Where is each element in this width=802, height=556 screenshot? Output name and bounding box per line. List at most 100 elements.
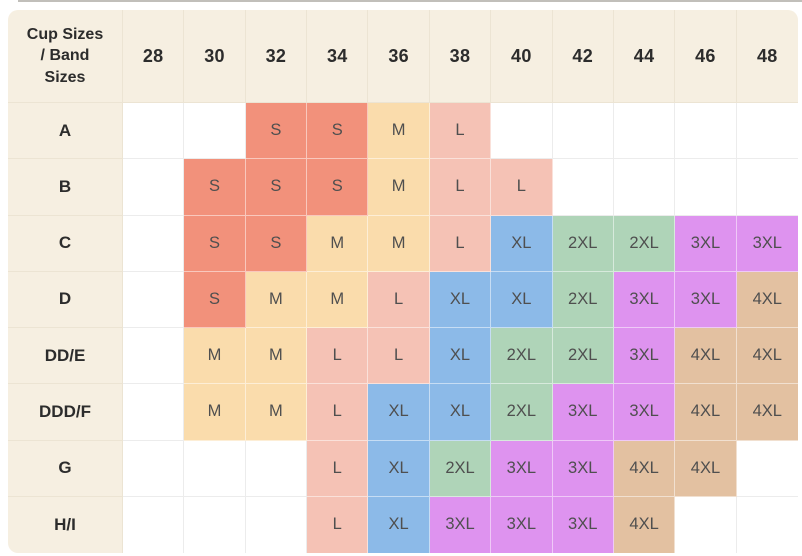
size-cell-DD/E-42: 2XL bbox=[552, 328, 614, 385]
size-cell-A-34: S bbox=[307, 103, 369, 160]
size-cell-G-32 bbox=[245, 440, 308, 497]
size-cell-G-36: XL bbox=[368, 440, 430, 497]
size-cell-DDD/F-30: M bbox=[184, 384, 246, 441]
size-cell-DD/E-40: 2XL bbox=[491, 328, 553, 385]
size-cell-D-48: 4XL bbox=[736, 271, 798, 328]
size-cell-DD/E-32: M bbox=[245, 328, 308, 385]
size-cell-DDD/F-38: XL bbox=[429, 384, 492, 441]
band-size-header-42: 42 bbox=[552, 10, 614, 103]
size-cell-D-42: 2XL bbox=[552, 271, 614, 328]
size-cell-DD/E-46: 4XL bbox=[675, 328, 737, 385]
size-cell-H/I-30 bbox=[184, 496, 246, 553]
size-cell-B-46 bbox=[675, 159, 737, 216]
size-cell-DDD/F-28 bbox=[123, 384, 185, 441]
size-cell-H/I-38: 3XL bbox=[429, 496, 492, 553]
size-cell-A-44 bbox=[613, 103, 676, 160]
band-size-header-28: 28 bbox=[123, 10, 185, 103]
size-cell-DDD/F-36: XL bbox=[368, 384, 430, 441]
size-cell-C-30: S bbox=[184, 215, 246, 272]
size-cell-C-40: XL bbox=[491, 215, 553, 272]
size-cell-DD/E-30: M bbox=[184, 328, 246, 385]
size-cell-DDD/F-32: M bbox=[245, 384, 308, 441]
size-cell-H/I-46 bbox=[675, 496, 737, 553]
size-cell-D-44: 3XL bbox=[613, 271, 676, 328]
size-cell-C-42: 2XL bbox=[552, 215, 614, 272]
size-cell-H/I-36: XL bbox=[368, 496, 430, 553]
size-cell-D-28 bbox=[123, 271, 185, 328]
size-cell-A-42 bbox=[552, 103, 614, 160]
size-cell-B-44 bbox=[613, 159, 676, 216]
size-cell-A-36: M bbox=[368, 103, 430, 160]
size-cell-A-32: S bbox=[245, 103, 308, 160]
cup-row-label-A: A bbox=[8, 103, 123, 160]
size-cell-C-34: M bbox=[307, 215, 369, 272]
size-cell-DDD/F-34: L bbox=[307, 384, 369, 441]
size-cell-C-38: L bbox=[429, 215, 492, 272]
size-cell-DD/E-44: 3XL bbox=[613, 328, 676, 385]
band-size-header-30: 30 bbox=[184, 10, 246, 103]
size-cell-B-34: S bbox=[307, 159, 369, 216]
size-cell-G-40: 3XL bbox=[491, 440, 553, 497]
size-cell-A-40 bbox=[491, 103, 553, 160]
band-size-header-48: 48 bbox=[736, 10, 798, 103]
size-cell-DDD/F-46: 4XL bbox=[675, 384, 737, 441]
cup-row-label-B: B bbox=[8, 159, 123, 216]
cup-row-label-D: D bbox=[8, 271, 123, 328]
size-cell-D-32: M bbox=[245, 271, 308, 328]
size-cell-B-32: S bbox=[245, 159, 308, 216]
band-size-header-34: 34 bbox=[307, 10, 369, 103]
size-cell-G-44: 4XL bbox=[613, 440, 676, 497]
size-cell-DDD/F-40: 2XL bbox=[491, 384, 553, 441]
size-cell-C-48: 3XL bbox=[736, 215, 798, 272]
size-cell-DD/E-48: 4XL bbox=[736, 328, 798, 385]
size-cell-A-48 bbox=[736, 103, 798, 160]
bra-size-chart-table: Cup Sizes / Band Sizes 28 30 32 34 36 38 40 42 44… bbox=[8, 10, 798, 553]
size-cell-A-28 bbox=[123, 103, 185, 160]
size-cell-G-48 bbox=[736, 440, 798, 497]
size-cell-H/I-34: L bbox=[307, 496, 369, 553]
band-size-header-40: 40 bbox=[491, 10, 553, 103]
size-cell-D-30: S bbox=[184, 271, 246, 328]
size-cell-B-40: L bbox=[491, 159, 553, 216]
corner-header-cell: Cup Sizes / Band Sizes bbox=[8, 10, 123, 103]
band-size-header-44: 44 bbox=[613, 10, 676, 103]
band-size-header-32: 32 bbox=[245, 10, 308, 103]
size-cell-DDD/F-44: 3XL bbox=[613, 384, 676, 441]
cup-row-label-G: G bbox=[8, 440, 123, 497]
cup-row-label-DDD/F: DDD/F bbox=[8, 384, 123, 441]
size-cell-C-32: S bbox=[245, 215, 308, 272]
size-cell-G-42: 3XL bbox=[552, 440, 614, 497]
size-cell-B-38: L bbox=[429, 159, 492, 216]
size-cell-D-40: XL bbox=[491, 271, 553, 328]
size-cell-DDD/F-48: 4XL bbox=[736, 384, 798, 441]
size-cell-H/I-42: 3XL bbox=[552, 496, 614, 553]
size-cell-B-36: M bbox=[368, 159, 430, 216]
size-cell-A-30 bbox=[184, 103, 246, 160]
size-cell-H/I-40: 3XL bbox=[491, 496, 553, 553]
size-cell-DD/E-28 bbox=[123, 328, 185, 385]
cup-row-label-C: C bbox=[8, 215, 123, 272]
size-cell-H/I-44: 4XL bbox=[613, 496, 676, 553]
size-cell-A-46 bbox=[675, 103, 737, 160]
size-cell-DDD/F-42: 3XL bbox=[552, 384, 614, 441]
size-cell-C-28 bbox=[123, 215, 185, 272]
size-cell-B-42 bbox=[552, 159, 614, 216]
size-cell-B-28 bbox=[123, 159, 185, 216]
size-cell-B-30: S bbox=[184, 159, 246, 216]
size-cell-B-48 bbox=[736, 159, 798, 216]
size-cell-D-38: XL bbox=[429, 271, 492, 328]
top-divider bbox=[18, 0, 802, 2]
size-cell-H/I-28 bbox=[123, 496, 185, 553]
size-cell-G-46: 4XL bbox=[675, 440, 737, 497]
size-cell-H/I-32 bbox=[245, 496, 308, 553]
band-size-header-36: 36 bbox=[368, 10, 430, 103]
size-cell-C-44: 2XL bbox=[613, 215, 676, 272]
size-cell-DD/E-36: L bbox=[368, 328, 430, 385]
size-cell-H/I-48 bbox=[736, 496, 798, 553]
size-cell-DD/E-38: XL bbox=[429, 328, 492, 385]
size-cell-D-36: L bbox=[368, 271, 430, 328]
size-cell-D-34: M bbox=[307, 271, 369, 328]
size-cell-G-30 bbox=[184, 440, 246, 497]
size-cell-D-46: 3XL bbox=[675, 271, 737, 328]
cup-row-label-DD/E: DD/E bbox=[8, 328, 123, 385]
